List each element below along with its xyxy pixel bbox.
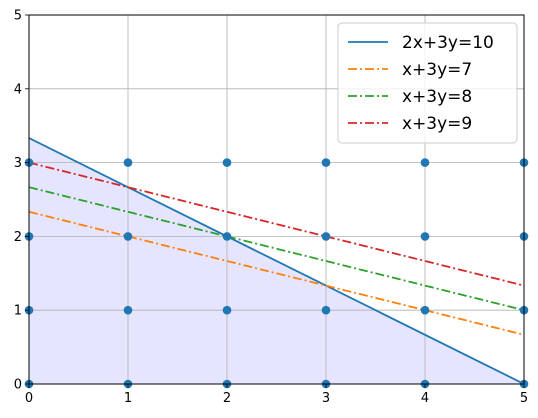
scatter-layer bbox=[24, 158, 529, 389]
legend-box bbox=[337, 22, 518, 144]
series-line-2 bbox=[29, 210, 524, 336]
series-line-4 bbox=[29, 161, 524, 287]
scatter-point bbox=[321, 232, 331, 241]
series-line-1 bbox=[29, 137, 524, 384]
tick-layer: 0 1 2 3 4 5 0 1 2 3 4 5 bbox=[14, 9, 528, 407]
scatter-point bbox=[123, 158, 133, 167]
legend-label-2: x+3y=7 bbox=[402, 60, 472, 80]
legend-label-3: x+3y=8 bbox=[402, 87, 472, 107]
x-tick-label: 1 bbox=[124, 391, 132, 406]
legend-label-4: x+3y=9 bbox=[402, 114, 472, 134]
legend: 2x+3y=10 x+3y=7 x+3y=8 x+3y=9 bbox=[337, 22, 518, 144]
y-tick-label: 0 bbox=[14, 378, 22, 393]
scatter-point bbox=[222, 305, 232, 315]
scatter-point bbox=[321, 305, 331, 315]
plot-frame bbox=[28, 14, 525, 385]
x-tick-label: 5 bbox=[520, 391, 528, 406]
scatter-point bbox=[222, 158, 232, 167]
x-tick-label: 3 bbox=[322, 391, 330, 406]
x-tick-label: 2 bbox=[223, 391, 231, 406]
y-tick-label: 3 bbox=[14, 156, 22, 171]
scatter-point bbox=[420, 232, 430, 241]
y-tick-label: 4 bbox=[14, 82, 22, 97]
scatter-point bbox=[222, 232, 232, 241]
series-layer bbox=[29, 137, 524, 384]
series-line-3 bbox=[29, 186, 524, 312]
scatter-point bbox=[123, 232, 133, 241]
y-tick-label: 1 bbox=[14, 304, 22, 319]
scatter-point bbox=[321, 158, 331, 167]
legend-label-1: 2x+3y=10 bbox=[402, 33, 494, 53]
scatter-point bbox=[420, 305, 430, 315]
scatter-point bbox=[123, 305, 133, 315]
y-tick-label: 2 bbox=[14, 230, 22, 245]
x-tick-label: 0 bbox=[25, 391, 33, 406]
x-tick-label: 4 bbox=[421, 391, 429, 406]
scatter-point bbox=[420, 158, 430, 167]
y-tick-label: 5 bbox=[14, 9, 22, 24]
